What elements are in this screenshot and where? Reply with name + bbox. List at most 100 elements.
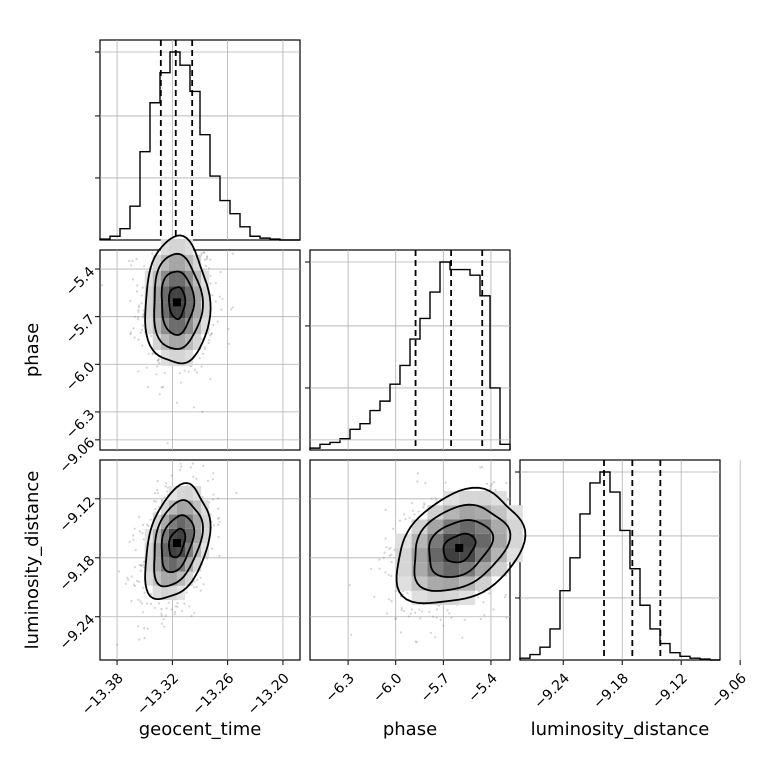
sample-point	[411, 502, 414, 505]
sample-point	[185, 591, 188, 594]
sample-point	[133, 566, 137, 569]
density-cell	[201, 286, 210, 303]
density-cell	[168, 286, 177, 303]
sample-point	[142, 316, 145, 319]
density-cell	[176, 270, 186, 287]
density-cell	[168, 302, 177, 319]
sample-point	[442, 624, 445, 627]
density-cell	[168, 254, 177, 271]
sample-point	[143, 265, 146, 268]
density-cell	[176, 486, 186, 501]
sample-point	[422, 506, 425, 509]
sample-point	[167, 486, 170, 489]
sample-point	[138, 638, 141, 641]
sample-point	[145, 366, 148, 369]
sample-point	[129, 299, 132, 302]
sample-point	[435, 616, 438, 619]
sample-point	[193, 368, 196, 371]
sample-point	[147, 525, 150, 528]
sample-point	[209, 274, 212, 277]
density-peak	[172, 298, 181, 307]
histogram-geocent_time	[99, 51, 300, 241]
sample-point	[132, 538, 135, 541]
sample-point	[149, 518, 152, 521]
sample-point	[209, 282, 212, 285]
sample-point	[477, 596, 480, 599]
sample-point	[137, 516, 141, 519]
sample-point	[424, 481, 427, 485]
sample-point	[423, 502, 426, 505]
panel-frame	[99, 39, 301, 241]
sample-point	[158, 358, 161, 361]
sample-point	[200, 365, 203, 368]
density-cell	[475, 505, 491, 520]
density-cell	[176, 286, 186, 303]
sample-point	[414, 611, 417, 614]
density-cell	[144, 543, 153, 558]
sample-point	[156, 489, 159, 492]
density-cell	[176, 528, 186, 544]
sample-point	[416, 472, 419, 475]
sample-point	[382, 556, 385, 559]
sample-point	[132, 534, 135, 537]
density-cell	[176, 334, 186, 350]
density-cell	[193, 500, 202, 515]
density-cell	[443, 562, 460, 577]
density-cell	[168, 571, 177, 586]
sample-point	[124, 582, 127, 585]
y-tick-label: −5.4	[63, 264, 98, 299]
density-cell	[160, 500, 169, 515]
sample-point	[414, 640, 417, 643]
sample-point	[156, 365, 159, 368]
sample-point	[152, 352, 155, 355]
density-cell	[152, 514, 161, 529]
sample-point	[183, 602, 186, 605]
sample-point	[195, 371, 199, 374]
sample-point	[129, 333, 132, 336]
density-cell	[193, 302, 202, 319]
sample-point	[463, 618, 466, 621]
density-cell	[201, 318, 210, 335]
panel-frame	[99, 459, 301, 661]
sample-point	[202, 464, 205, 467]
sample-point	[483, 614, 486, 617]
sample-point	[202, 583, 205, 586]
sample-point	[410, 608, 414, 611]
sample-point	[140, 329, 143, 332]
density-cell	[506, 547, 523, 563]
density-cell	[168, 543, 177, 558]
sample-point	[158, 361, 161, 364]
sample-point	[180, 465, 183, 468]
sample-point	[192, 475, 195, 478]
sample-point	[429, 631, 432, 634]
sample-point	[142, 563, 145, 567]
density-cell	[411, 590, 428, 605]
sample-point	[417, 510, 420, 513]
density-cell	[459, 562, 476, 577]
sample-point	[133, 315, 137, 318]
sample-point	[155, 373, 158, 376]
sample-point	[149, 602, 152, 606]
sample-point	[142, 309, 145, 312]
sample-point	[373, 595, 376, 598]
sample-point	[151, 352, 154, 355]
sample-point	[157, 602, 161, 605]
sample-point	[398, 519, 402, 522]
sample-point	[192, 406, 196, 409]
sample-point	[400, 607, 404, 610]
sample-point	[202, 251, 205, 254]
sample-point	[209, 378, 212, 381]
density-cell	[475, 562, 491, 577]
x-tick-label: −6.0	[370, 670, 405, 705]
sample-point	[150, 334, 153, 338]
sample-point	[494, 488, 497, 491]
density-cell	[185, 557, 194, 572]
density-cell	[160, 543, 169, 558]
sample-point	[163, 496, 166, 499]
sample-point	[428, 610, 431, 613]
density-cell	[185, 514, 194, 529]
density-cell	[160, 302, 169, 319]
panel-hist-phase	[305, 249, 511, 451]
density-cell	[176, 350, 186, 366]
sample-point	[231, 252, 234, 255]
